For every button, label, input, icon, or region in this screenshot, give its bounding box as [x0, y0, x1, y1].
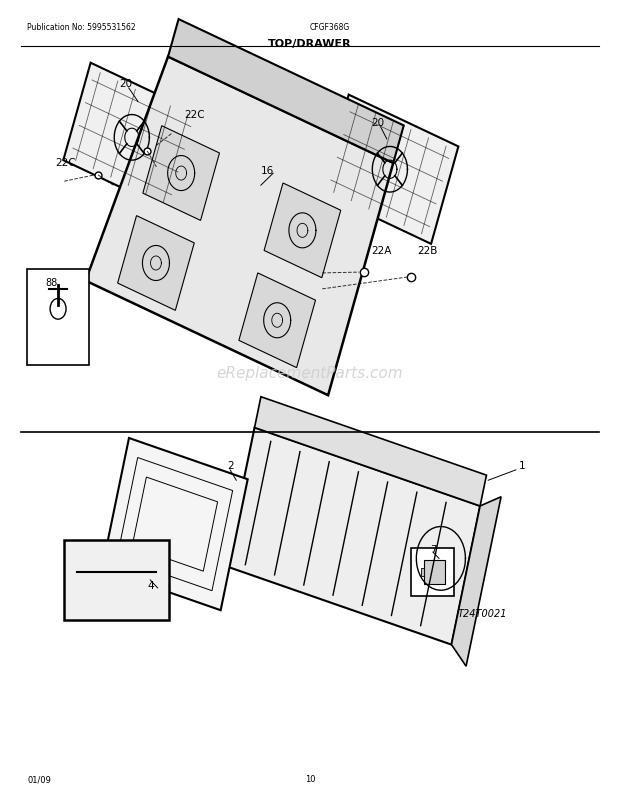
- Polygon shape: [255, 397, 487, 506]
- Text: 20: 20: [120, 79, 133, 88]
- Text: 01/09: 01/09: [27, 774, 51, 784]
- FancyBboxPatch shape: [27, 269, 89, 365]
- Text: 22B: 22B: [417, 245, 438, 256]
- Polygon shape: [102, 439, 248, 610]
- Text: 2: 2: [227, 460, 234, 471]
- Polygon shape: [423, 561, 445, 584]
- Polygon shape: [86, 58, 393, 395]
- Text: 16: 16: [261, 166, 274, 176]
- Polygon shape: [168, 20, 404, 164]
- Text: 1: 1: [519, 460, 526, 471]
- Text: 7: 7: [430, 545, 436, 554]
- Text: eReplacementParts.com: eReplacementParts.com: [216, 366, 404, 381]
- Polygon shape: [226, 428, 480, 645]
- Polygon shape: [420, 569, 423, 576]
- Text: 22A: 22A: [371, 245, 392, 256]
- Text: 22C: 22C: [55, 158, 76, 168]
- Text: 10: 10: [305, 774, 315, 784]
- FancyBboxPatch shape: [412, 549, 454, 596]
- Text: 20: 20: [371, 118, 384, 128]
- Text: 4: 4: [147, 580, 154, 590]
- Text: Publication No: 5995531562: Publication No: 5995531562: [27, 22, 136, 31]
- Polygon shape: [118, 217, 194, 311]
- Text: CFGF368G: CFGF368G: [310, 22, 350, 31]
- Text: 22C: 22C: [184, 110, 205, 120]
- Polygon shape: [451, 497, 501, 666]
- Text: T24T0021: T24T0021: [458, 608, 507, 618]
- Polygon shape: [321, 95, 458, 245]
- Polygon shape: [143, 127, 219, 221]
- Polygon shape: [63, 63, 200, 213]
- Polygon shape: [264, 184, 341, 278]
- Text: TOP/DRAWER: TOP/DRAWER: [268, 38, 352, 49]
- Text: 88: 88: [46, 277, 58, 288]
- Polygon shape: [239, 273, 316, 368]
- Polygon shape: [64, 541, 169, 620]
